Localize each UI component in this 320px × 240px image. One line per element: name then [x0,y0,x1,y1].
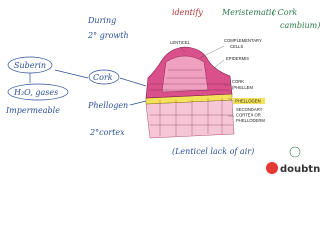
phellogen-highlight [233,98,265,104]
arrow [129,100,147,106]
secondary-cortex [145,99,235,139]
label: EPIDERMIS [226,56,249,61]
note: 2° growth [87,31,129,40]
note: (Lenticel lack of air) [172,147,254,156]
note: cambium) [280,21,320,30]
logo: doubtnut [266,162,320,175]
logo-text: doubtnut [280,164,320,175]
arrow [119,77,147,87]
leader-lines [179,45,235,117]
label: PHELLODERM [236,118,265,123]
note: Meristematic [221,8,276,17]
note: During [87,16,116,25]
note: identify [172,8,203,17]
note: Suberin [14,61,46,70]
cursor-mark [289,146,301,158]
note: H₂O, gases [13,88,58,97]
note: Phellogen [87,101,128,110]
tissue-diagram: LENTICEL COMPLEMENTARY CELLS EPIDERMIS C… [145,38,265,139]
frame: LENTICEL COMPLEMENTARY CELLS EPIDERMIS C… [5,8,320,175]
label: SECONDARY [236,107,263,112]
cell-lines [149,69,233,136]
label: CORTEX OR [236,113,261,118]
circle [7,83,69,101]
label: COMPLEMENTARY [224,38,262,43]
label: LENTICEL [170,40,191,45]
complementary-cells [161,55,209,93]
label: (PHELLEM [232,85,253,90]
note: 2°cortex [89,128,125,137]
logo-icon [266,162,278,174]
note: ( Cork [272,8,297,17]
circle [88,69,120,85]
label: PHELLOGEN [235,99,261,104]
note: Cork [93,73,113,82]
note: Impermeable [5,106,60,115]
connector [54,69,89,79]
label: CORK [232,79,244,84]
label: CELLS [230,44,243,49]
